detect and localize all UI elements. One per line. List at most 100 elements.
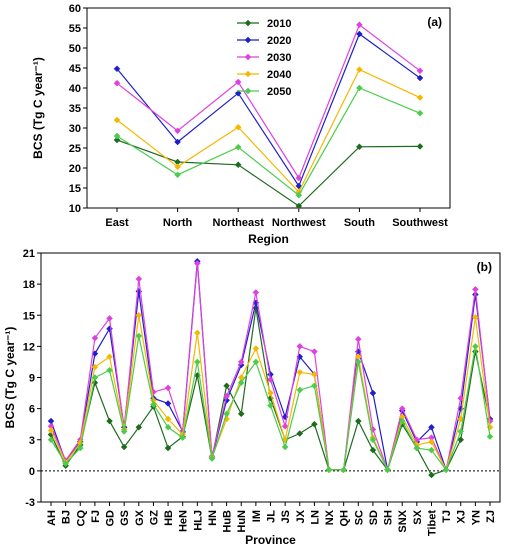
data-point-2050	[76, 444, 84, 452]
data-point-2050	[174, 171, 181, 179]
data-point-2050	[47, 436, 55, 444]
x-tick-label: CQ	[75, 510, 87, 527]
x-tick-label: JL	[266, 510, 278, 523]
x-tick-label: XJ	[456, 510, 468, 523]
data-point-2050	[486, 433, 494, 440]
data-point-2020	[174, 138, 181, 146]
data-point-2030	[106, 315, 113, 322]
panel-label: (b)	[477, 260, 492, 274]
x-tick-label: GD	[105, 510, 117, 527]
y-tick-label: 15	[69, 183, 81, 195]
x-tick-label: JS	[280, 510, 292, 523]
data-point-2050	[442, 466, 450, 474]
data-point-2050	[340, 466, 348, 474]
data-point-2010	[164, 444, 172, 452]
data-point-2040	[356, 66, 363, 73]
x-tick-label: HuN	[236, 510, 248, 533]
x-tick-label: SD	[368, 510, 380, 525]
data-point-2050	[234, 143, 242, 151]
data-point-2010	[354, 417, 362, 425]
y-tick-label: 12	[23, 341, 35, 353]
legend-marker-2030	[244, 53, 252, 61]
data-point-2040	[428, 438, 435, 446]
data-point-2050	[135, 332, 143, 340]
data-point-2030	[356, 21, 363, 29]
data-point-2010	[416, 143, 424, 150]
data-point-2050	[369, 436, 377, 444]
series-line-2020	[116, 33, 421, 188]
data-point-2030	[174, 127, 181, 135]
data-point-2050	[208, 455, 216, 462]
x-tick-label: SX	[412, 509, 424, 524]
y-tick-label: 0	[29, 466, 35, 478]
x-tick-label: TJ	[441, 510, 453, 523]
legend-marker-2040	[244, 70, 252, 78]
data-point-2050	[295, 191, 303, 199]
data-point-2040	[311, 371, 318, 378]
data-point-2050	[164, 423, 172, 431]
data-point-2050	[311, 382, 318, 390]
data-point-2010	[223, 382, 230, 390]
data-point-2040	[472, 313, 479, 321]
data-point-2030	[472, 285, 479, 293]
data-point-2040	[267, 389, 274, 397]
data-point-2050	[91, 374, 99, 381]
data-point-2010	[369, 446, 377, 454]
data-point-2050	[150, 401, 157, 408]
y-axis-label: BCS (Tg C year⁻¹)	[3, 327, 17, 429]
y-tick-label: 9	[29, 373, 35, 385]
data-point-2010	[135, 423, 143, 431]
data-point-2020	[416, 74, 424, 82]
x-tick-label: East	[105, 217, 129, 229]
data-point-2010	[237, 410, 245, 418]
data-point-2050	[296, 386, 304, 394]
data-point-2050	[113, 132, 121, 140]
data-point-2020	[164, 400, 172, 407]
panel-label: (a)	[427, 15, 442, 29]
data-point-2050	[457, 428, 465, 435]
data-point-2030	[267, 376, 274, 383]
x-tick-label: SH	[383, 510, 395, 525]
data-point-2040	[234, 123, 242, 131]
x-tick-label: LN	[309, 510, 321, 525]
legend-marker-2020	[244, 36, 252, 44]
series-line-2030	[116, 23, 421, 180]
x-tick-label: QH	[339, 510, 351, 527]
x-axis-label: Region	[248, 232, 289, 246]
x-tick-label: HuB	[222, 510, 234, 533]
x-tick-label: JX	[295, 509, 307, 523]
x-tick-label: HeN	[178, 510, 190, 532]
y-tick-label: 45	[69, 63, 81, 75]
data-point-2040	[174, 163, 181, 171]
data-point-2030	[281, 422, 289, 430]
data-point-2010	[356, 143, 363, 151]
x-tick-label: South	[344, 217, 375, 229]
y-tick-label: 18	[23, 279, 35, 291]
data-point-2040	[135, 311, 143, 319]
panel-b-chart: -3 0 3 6 9 12 15 18 21 AH BJ CQ FJ GD GS GX GZ HB HeN HLJ HN…	[3, 248, 501, 547]
data-point-2040	[164, 415, 172, 423]
data-point-2050	[356, 84, 363, 92]
y-tick-label: 55	[69, 23, 81, 35]
y-tick-label: 6	[29, 404, 35, 416]
x-tick-label: ZJ	[485, 510, 497, 523]
data-point-2050	[62, 460, 69, 467]
series-line-2010	[116, 139, 421, 207]
data-point-2030	[234, 78, 242, 86]
y-tick-label: 60	[69, 3, 81, 15]
data-point-2020	[113, 65, 121, 73]
legend-entry-2030: 2030	[267, 52, 291, 64]
legend-entry-2050: 2050	[267, 86, 291, 98]
data-point-2050	[325, 466, 333, 474]
x-tick-label: Tibet	[426, 510, 438, 536]
legend-entry-2040: 2040	[267, 69, 291, 81]
data-point-2050	[237, 379, 245, 387]
data-point-2040	[252, 345, 260, 352]
data-point-2030	[398, 405, 406, 412]
data-point-2050	[252, 358, 260, 366]
data-point-2030	[457, 394, 465, 402]
x-tick-label: GX	[134, 509, 146, 526]
y-tick-label: 3	[29, 435, 35, 447]
data-point-2010	[311, 420, 318, 428]
